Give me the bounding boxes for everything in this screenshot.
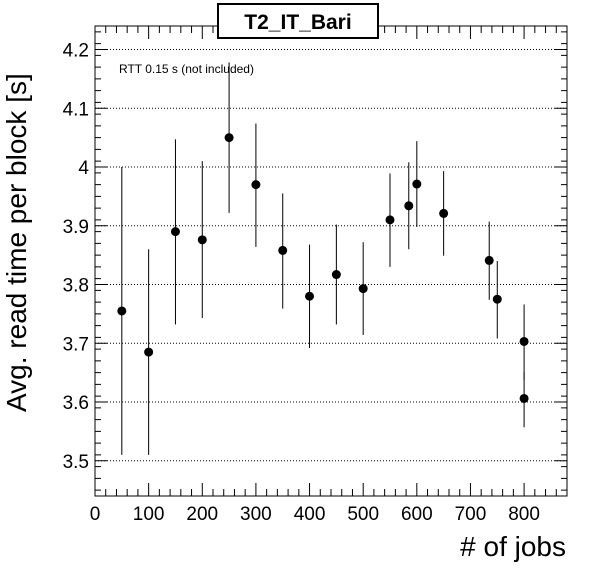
x-tick-label: 400 (294, 504, 326, 525)
data-point (278, 245, 288, 255)
x-tick-label: 300 (240, 504, 272, 525)
y-tick-label: 4.2 (63, 41, 89, 62)
y-axis-title: Avg. read time per block [s] (1, 73, 32, 412)
data-point (439, 208, 449, 218)
data-point (484, 255, 494, 265)
rtt-annotation: RTT 0.15 s (not included) (119, 62, 254, 76)
y-tick-label: 3.7 (63, 334, 89, 355)
data-point (144, 347, 154, 357)
data-point (385, 215, 395, 225)
data-point (519, 393, 529, 403)
plot-frame (94, 25, 568, 497)
data-point (492, 294, 502, 304)
data-point (404, 201, 414, 211)
y-tick-label: 3.6 (63, 393, 89, 414)
data-point (251, 180, 261, 190)
y-tick-label: 4.1 (63, 99, 89, 120)
error-bars (121, 62, 525, 455)
y-tick-label: 3.9 (63, 217, 89, 238)
data-point (170, 227, 180, 237)
x-tick-label: 100 (133, 504, 165, 525)
data-point (331, 270, 341, 280)
x-tick-label: 500 (347, 504, 379, 525)
x-tick-label: 800 (508, 504, 540, 525)
x-tick-label: 0 (90, 504, 101, 525)
title-box (217, 3, 379, 39)
data-point (224, 133, 234, 143)
tick-layer (94, 26, 568, 496)
x-axis-title: # of jobs (460, 531, 566, 562)
chart-title: T2_IT_Bari (244, 11, 351, 34)
x-tick-label: 600 (401, 504, 433, 525)
x-tick-label: 700 (455, 504, 487, 525)
data-points (117, 133, 529, 403)
data-point (358, 284, 368, 294)
y-tick-label: 3.5 (63, 452, 89, 473)
y-tick-label: 4 (78, 158, 89, 179)
data-point (519, 336, 529, 346)
data-point (412, 179, 422, 189)
x-tick-label: 200 (186, 504, 218, 525)
grid-layer (95, 49, 567, 462)
x-tick-labels: 0 100 200 300 400 500 600 700 800 (90, 504, 540, 525)
data-point (305, 291, 315, 301)
y-tick-label: 3.8 (63, 276, 89, 297)
y-tick-labels: 3.5 3.6 3.7 3.8 3.9 4 4.1 4.2 (63, 41, 90, 473)
data-point (197, 235, 207, 245)
data-point (117, 306, 127, 316)
